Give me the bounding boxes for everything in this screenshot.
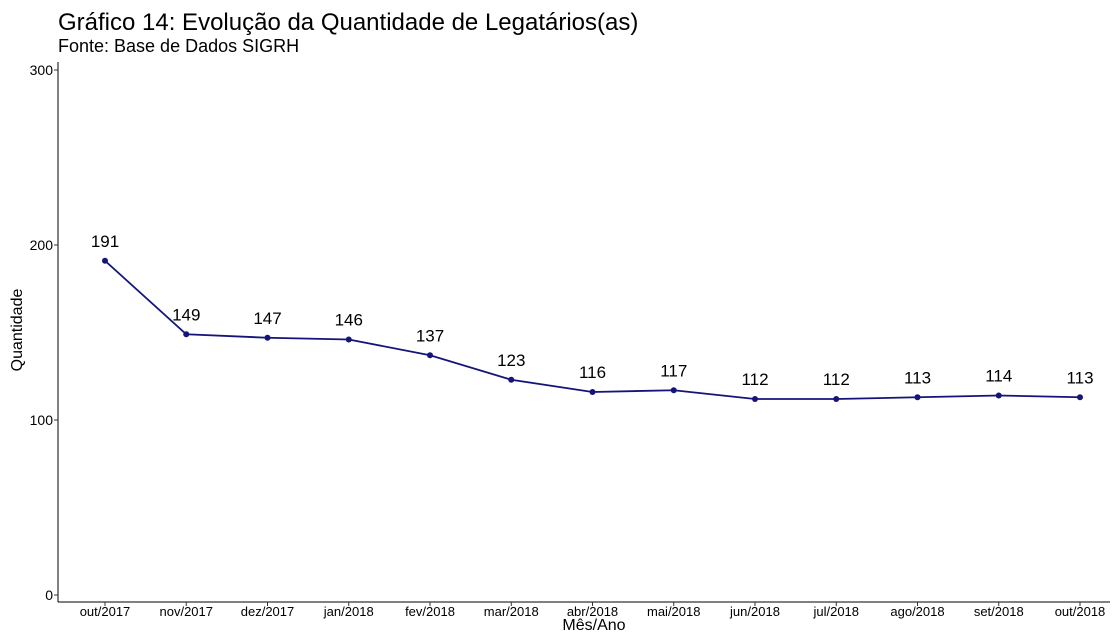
point [995,392,1002,399]
point [183,331,190,338]
chart-title: Gráfico 14: Evolução da Quantidade de Le… [58,9,638,36]
y-axis-label: Quantidade [9,289,26,372]
point [264,334,271,341]
data-label: 191 [91,232,119,251]
x-tick-label: ago/2018 [890,604,944,619]
x-tick-label: mar/2018 [484,604,539,619]
data-label: 149 [172,305,200,324]
x-tick-label: jul/2018 [812,604,859,619]
data-label: 113 [904,368,931,387]
x-tick-label: nov/2017 [160,604,214,619]
x-axis-label: Mês/Ano [562,617,625,634]
x-tick-label: jun/2018 [729,604,780,619]
data-label: 113 [1066,368,1093,387]
data-label: 114 [985,367,1012,386]
x-tick-label: fev/2018 [405,604,455,619]
data-label: 137 [416,326,444,345]
point [670,387,677,394]
point [345,336,352,343]
data-label: 116 [579,363,606,382]
x-tick-label: abr/2018 [567,604,618,619]
point [102,257,108,264]
x-tick-label: jan/2018 [323,604,374,619]
y-tick-label: 100 [30,412,54,428]
data-label: 112 [823,370,850,389]
x-tick-label: out/2017 [80,604,131,619]
data-label: 123 [497,351,525,370]
y-tick-label: 0 [45,587,53,603]
data-label: 147 [253,309,281,328]
point [752,396,758,402]
point [589,389,596,395]
x-tick-label: out/2018 [1055,604,1106,619]
point [833,396,840,402]
point [914,394,921,401]
x-tick-label: set/2018 [974,604,1024,619]
data-label: 117 [660,361,687,380]
point [1077,394,1083,401]
y-tick-label: 200 [30,237,54,253]
y-tick-label: 300 [30,62,54,78]
point [427,352,433,359]
x-tick-label: mai/2018 [647,604,700,619]
x-tick-label: dez/2017 [241,604,295,619]
data-label: 146 [335,311,363,330]
chart-subtitle: Fonte: Base de Dados SIGRH [58,36,299,56]
data-label: 112 [741,370,768,389]
point [508,376,515,383]
